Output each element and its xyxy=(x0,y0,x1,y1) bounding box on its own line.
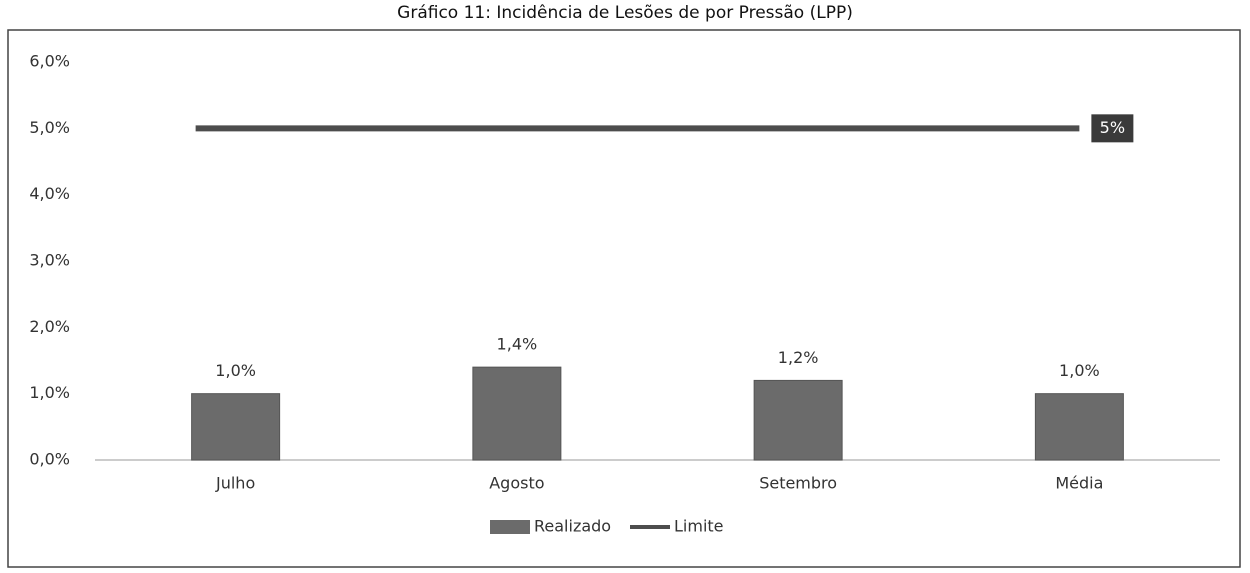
bar xyxy=(1034,393,1124,461)
data-label: 1,2% xyxy=(778,348,819,367)
data-label: 1,4% xyxy=(497,335,538,354)
y-tick-label: 6,0% xyxy=(29,52,70,71)
data-label: 5% xyxy=(1100,118,1125,137)
y-tick-label: 5,0% xyxy=(29,118,70,137)
bar xyxy=(191,393,281,461)
x-tick-label: Julho xyxy=(215,474,255,493)
y-tick-label: 1,0% xyxy=(29,383,70,402)
y-tick-label: 0,0% xyxy=(29,450,70,469)
legend-swatch xyxy=(490,520,530,534)
data-label-box xyxy=(1091,114,1134,143)
chart-title: Gráfico 11: Incidência de Lesões de por … xyxy=(397,3,853,23)
x-tick-label: Agosto xyxy=(489,474,544,493)
legend-label: Limite xyxy=(674,517,724,536)
legend-label: Realizado xyxy=(534,517,611,536)
x-tick-label: Setembro xyxy=(759,474,837,493)
data-label: 1,0% xyxy=(215,361,256,380)
y-tick-label: 4,0% xyxy=(29,184,70,203)
chart-frame xyxy=(7,29,1241,568)
bar xyxy=(472,366,562,461)
y-tick-label: 3,0% xyxy=(29,251,70,270)
x-tick-label: Média xyxy=(1055,474,1103,493)
y-tick-label: 2,0% xyxy=(29,317,70,336)
bar xyxy=(753,379,843,461)
data-label: 1,0% xyxy=(1059,361,1100,380)
